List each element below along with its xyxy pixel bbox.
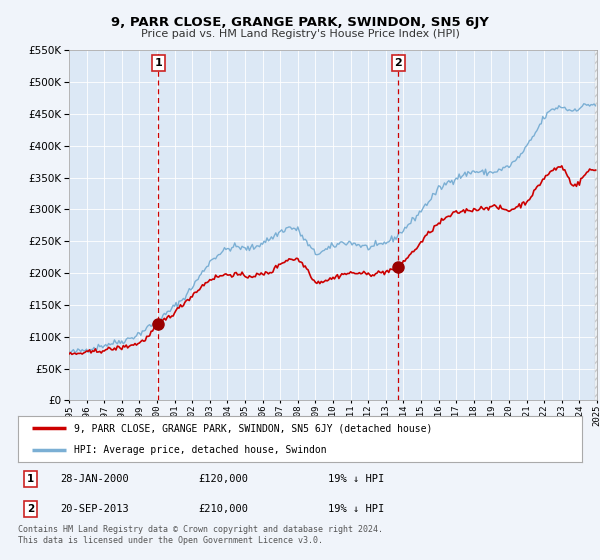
- Text: 1: 1: [154, 58, 162, 68]
- Text: 9, PARR CLOSE, GRANGE PARK, SWINDON, SN5 6JY: 9, PARR CLOSE, GRANGE PARK, SWINDON, SN5…: [111, 16, 489, 29]
- Text: £120,000: £120,000: [199, 474, 248, 484]
- Text: Price paid vs. HM Land Registry's House Price Index (HPI): Price paid vs. HM Land Registry's House …: [140, 29, 460, 39]
- Polygon shape: [595, 50, 597, 400]
- Text: £210,000: £210,000: [199, 504, 248, 514]
- Text: Contains HM Land Registry data © Crown copyright and database right 2024.
This d: Contains HM Land Registry data © Crown c…: [18, 525, 383, 545]
- Text: HPI: Average price, detached house, Swindon: HPI: Average price, detached house, Swin…: [74, 445, 327, 455]
- Text: 2: 2: [27, 504, 34, 514]
- Text: 1: 1: [27, 474, 34, 484]
- Text: 19% ↓ HPI: 19% ↓ HPI: [328, 474, 385, 484]
- Text: 20-SEP-2013: 20-SEP-2013: [60, 504, 129, 514]
- Text: 19% ↓ HPI: 19% ↓ HPI: [328, 504, 385, 514]
- Text: 9, PARR CLOSE, GRANGE PARK, SWINDON, SN5 6JY (detached house): 9, PARR CLOSE, GRANGE PARK, SWINDON, SN5…: [74, 423, 433, 433]
- Text: 2: 2: [395, 58, 403, 68]
- Text: 28-JAN-2000: 28-JAN-2000: [60, 474, 129, 484]
